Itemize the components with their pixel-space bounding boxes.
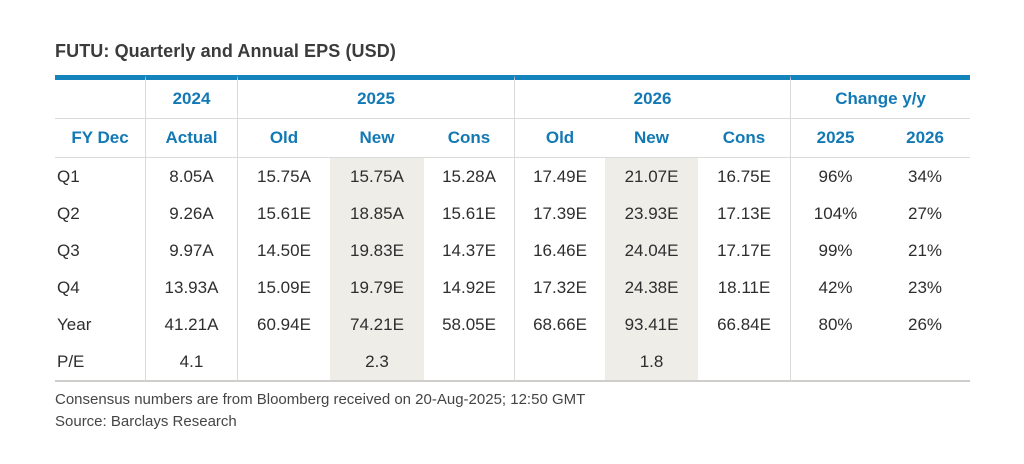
- cell: 2.3: [330, 343, 424, 382]
- cell: 15.28A: [442, 166, 496, 186]
- cell: 9.26A: [145, 195, 237, 232]
- row-label: Q1: [57, 166, 80, 186]
- cell: 13.93A: [145, 269, 237, 306]
- table-row-q2: Q2 9.26A 15.61E 18.85A 15.61E 17.39E 23.…: [55, 195, 970, 232]
- cell: 93.41E: [605, 306, 699, 343]
- cell: 23%: [908, 277, 943, 297]
- column-header-2026-new: New: [605, 119, 699, 158]
- cell: 80%: [790, 306, 880, 343]
- group-header-row: 2024 2025 2026 Change y/y: [55, 75, 971, 119]
- cell: 96%: [790, 158, 880, 195]
- cell: 60.94E: [237, 306, 330, 343]
- cell: 74.21E: [330, 306, 424, 343]
- cell: 66.84E: [717, 314, 771, 334]
- cell: 15.75A: [330, 158, 424, 195]
- cell: 16.75E: [717, 166, 771, 186]
- column-header-2026-old: Old: [514, 119, 606, 158]
- footnotes: Consensus numbers are from Bloomberg rec…: [55, 389, 1024, 433]
- table-row-pe: P/E 4.1 2.3 1.8: [55, 343, 971, 382]
- group-header-change-yy: Change y/y: [790, 75, 971, 119]
- row-label: Q3: [57, 240, 80, 260]
- cell: 17.39E: [514, 195, 605, 232]
- cell: 24.38E: [605, 269, 699, 306]
- cell: 21.07E: [605, 158, 699, 195]
- cell: 42%: [790, 269, 880, 306]
- row-label: P/E: [55, 343, 145, 382]
- table-row-q4: Q4 13.93A 15.09E 19.79E 14.92E 17.32E 24…: [55, 269, 970, 306]
- footnote-consensus: Consensus numbers are from Bloomberg rec…: [55, 391, 586, 408]
- cell: [880, 343, 971, 382]
- cell: [237, 343, 330, 382]
- cell: 14.37E: [442, 240, 496, 260]
- page-title: FUTU: Quarterly and Annual EPS (USD): [55, 41, 396, 61]
- group-header-2026: 2026: [514, 75, 791, 119]
- group-header-2024: 2024: [145, 75, 237, 119]
- cell: 15.75A: [237, 158, 330, 195]
- page: FUTU: Quarterly and Annual EPS (USD) 202…: [55, 41, 1024, 433]
- cell: 34%: [908, 166, 943, 186]
- cell: 4.1: [145, 343, 237, 382]
- cell: 15.61E: [237, 195, 330, 232]
- column-header-fy-dec: FY Dec: [55, 119, 145, 158]
- cell: [514, 343, 606, 382]
- footnote-source: Source: Barclays Research: [55, 413, 237, 430]
- cell: 8.05A: [145, 158, 237, 195]
- column-header-2025-cons: Cons: [424, 119, 515, 158]
- cell: 9.97A: [145, 232, 237, 269]
- cell: 15.61E: [442, 203, 496, 223]
- column-header-2026-cons: Cons: [698, 119, 791, 158]
- cell: 17.49E: [514, 158, 605, 195]
- table-row-q3: Q3 9.97A 14.50E 19.83E 14.37E 16.46E 24.…: [55, 232, 970, 269]
- row-label: Q4: [57, 277, 80, 297]
- column-header-row: FY Dec Actual Old New Cons Old New Cons …: [55, 119, 971, 158]
- cell: 24.04E: [605, 232, 699, 269]
- cell: 23.93E: [605, 195, 699, 232]
- table-row-q1: Q1 8.05A 15.75A 15.75A 15.28A 17.49E 21.…: [55, 158, 970, 195]
- group-header-2025: 2025: [237, 75, 515, 119]
- cell: 26%: [908, 314, 943, 334]
- column-header-change-2025: 2025: [790, 119, 881, 158]
- cell: [790, 343, 881, 382]
- cell: 1.8: [605, 343, 699, 382]
- cell: 17.32E: [514, 269, 605, 306]
- cell: 14.50E: [237, 232, 330, 269]
- cell: 18.85A: [330, 195, 424, 232]
- column-header-change-2026: 2026: [880, 119, 971, 158]
- cell: 14.92E: [442, 277, 496, 297]
- cell: 21%: [908, 240, 943, 260]
- cell: 16.46E: [514, 232, 605, 269]
- row-label: Year: [57, 314, 92, 334]
- cell: 99%: [790, 232, 880, 269]
- cell: 17.17E: [717, 240, 771, 260]
- column-header-2025-old: Old: [237, 119, 330, 158]
- cell: [698, 343, 791, 382]
- cell: 19.79E: [330, 269, 424, 306]
- cell: 19.83E: [330, 232, 424, 269]
- cell: 18.11E: [717, 277, 771, 297]
- cell: 17.13E: [717, 203, 771, 223]
- group-header-blank: [55, 75, 145, 119]
- row-label: Q2: [57, 203, 80, 223]
- cell: 68.66E: [514, 306, 605, 343]
- cell: [424, 343, 515, 382]
- cell: 58.05E: [442, 314, 496, 334]
- cell: 104%: [790, 195, 880, 232]
- table-row-year: Year 41.21A 60.94E 74.21E 58.05E 68.66E …: [55, 306, 970, 343]
- cell: 27%: [908, 203, 943, 223]
- cell: 15.09E: [237, 269, 330, 306]
- cell: 41.21A: [145, 306, 237, 343]
- column-header-2025-new: New: [330, 119, 424, 158]
- eps-table: 2024 2025 2026 Change y/y FY Dec Actual …: [55, 75, 971, 382]
- column-header-actual: Actual: [145, 119, 237, 158]
